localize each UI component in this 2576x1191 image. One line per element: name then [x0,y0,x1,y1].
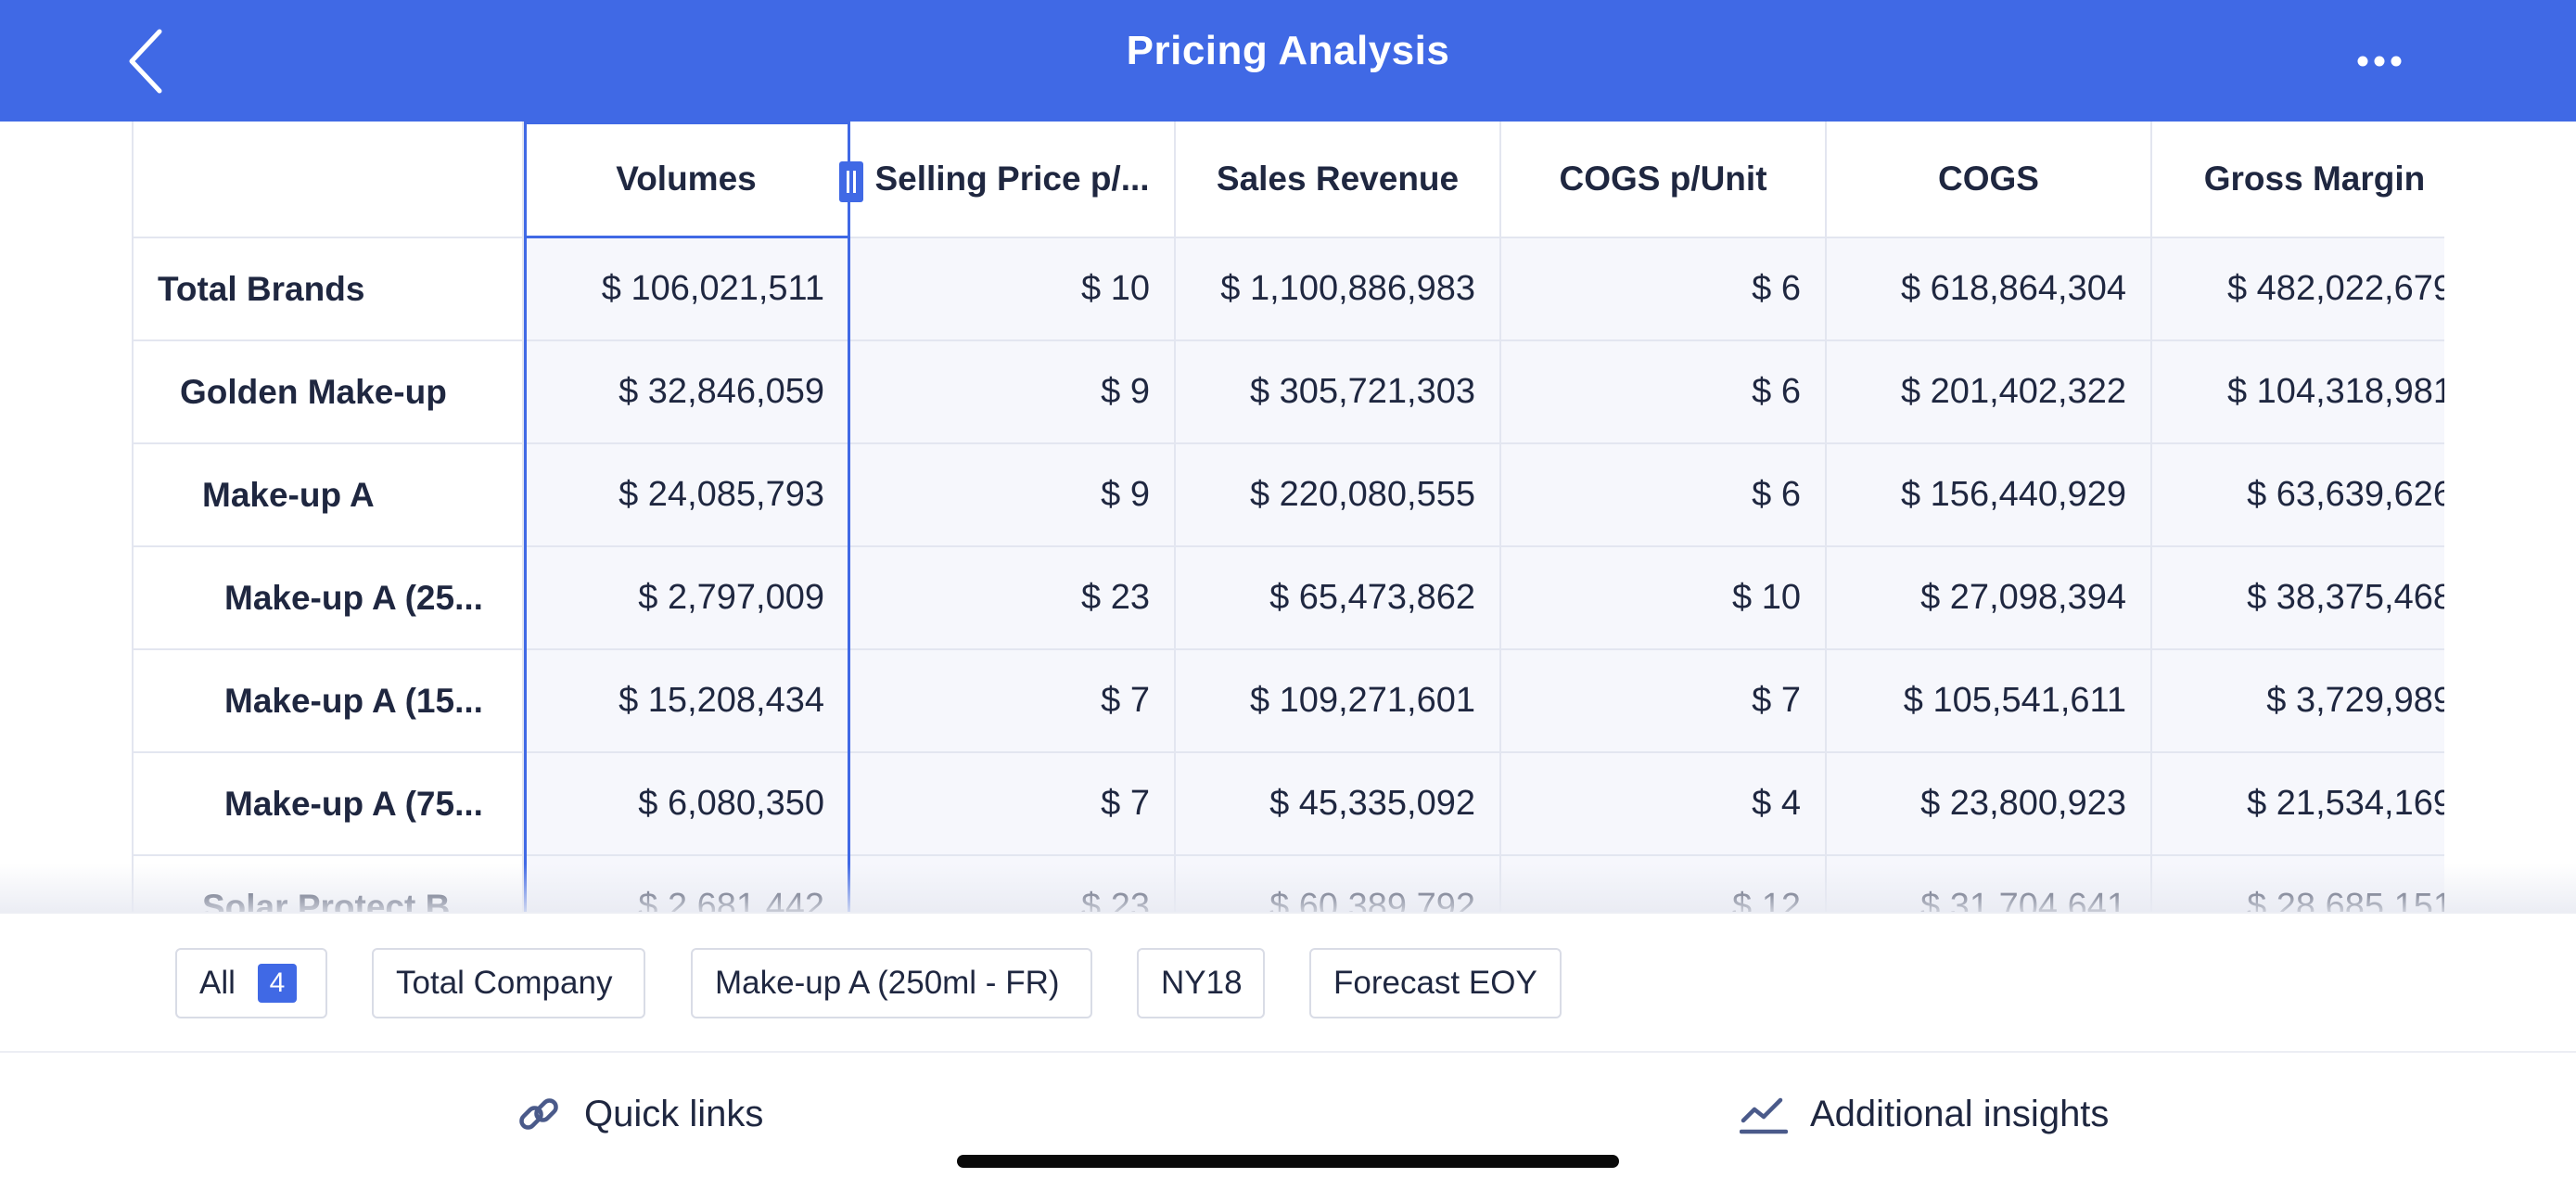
row-label[interactable]: Make-up A (25... [132,547,524,650]
table-row[interactable]: Make-up A $ 24,085,793 $ 9 $ 220,080,555 $ 6… [132,444,2444,547]
table-row[interactable]: Total Brands $ 106,021,511 $ 10 $ 1,100,886… [132,238,2444,341]
table-cell[interactable]: $ 220,080,555 [1176,444,1501,547]
table-cell[interactable]: $ 31,704,641 [1827,856,2152,912]
table-row[interactable]: Make-up A (25... $ 2,797,009 $ 23 $ 65,473,… [132,547,2444,650]
table-row[interactable]: Make-up A (15... $ 15,208,434 $ 7 $ 109,271… [132,650,2444,753]
row-label[interactable]: Solar Protect B [132,856,524,912]
table-cell[interactable]: $ 65,473,862 [1176,547,1501,650]
table-cell[interactable]: $ 106,021,511 [524,238,850,341]
table-cell[interactable]: $ 7 [850,650,1176,753]
table-cell[interactable]: $ 27,098,394 [1827,547,2152,650]
table-row[interactable]: Golden Make-up $ 32,846,059 $ 9 $ 305,721,3… [132,341,2444,444]
quick-links-label: Quick links [584,1093,764,1134]
table-cell[interactable]: $ 618,864,304 [1827,238,2152,341]
table-cell[interactable]: $ 10 [1501,547,1827,650]
table-cell[interactable]: $ 1,100,886,983 [1176,238,1501,341]
table-cell[interactable]: $ 109,271,601 [1176,650,1501,753]
filter-chip-label: All [199,965,236,1001]
table-cell[interactable]: $ 24,085,793 [524,444,850,547]
column-header[interactable]: Sales Revenue [1176,122,1501,238]
filter-count-badge: 4 [257,964,297,1003]
filter-chip-product[interactable]: Make-up A (250ml - FR) [691,948,1092,1018]
table-grid: Volumes Selling Price p/... Sales Revenue C… [132,122,2444,912]
table-cell[interactable]: $ 12 [1501,856,1827,912]
table-cell[interactable]: $ 6 [1501,341,1827,444]
chevron-left-icon [129,29,162,94]
table-cell[interactable]: $ 38,375,468 [2152,547,2444,650]
row-label[interactable]: Golden Make-up [132,341,524,444]
filter-chip-all[interactable]: All 4 [175,948,327,1018]
table-cell[interactable]: $ 10 [850,238,1176,341]
filter-bar: All 4 Total Company Make-up A (250ml - F… [0,912,2576,1053]
row-label[interactable]: Make-up A [132,444,524,547]
table-header-row: Volumes Selling Price p/... Sales Revenue C… [132,122,2444,238]
table-cell[interactable]: $ 32,846,059 [524,341,850,444]
column-resize-handle[interactable] [839,161,863,202]
table-cell[interactable]: $ 9 [850,341,1176,444]
table-cell[interactable]: $ 4 [1501,753,1827,856]
bottom-bar: Quick links Additional insights [0,1053,2576,1191]
row-label[interactable]: Make-up A (75... [132,753,524,856]
table-cell[interactable]: $ 7 [1501,650,1827,753]
back-button[interactable] [119,26,174,96]
table-cell[interactable]: $ 28,685,151 [2152,856,2444,912]
app-header: Pricing Analysis [0,0,2576,122]
table-cell[interactable]: $ 3,729,989 [2152,650,2444,753]
more-horizontal-icon [2357,56,2402,67]
column-header[interactable]: COGS p/Unit [1501,122,1827,238]
table-header-corner [132,122,524,238]
filter-chip-total-company[interactable]: Total Company [372,948,645,1018]
home-indicator [957,1155,1619,1168]
column-header[interactable]: Selling Price p/... [850,122,1176,238]
column-header[interactable]: Gross Margin [2152,122,2444,238]
filter-chip-year[interactable]: NY18 [1137,948,1265,1018]
table-cell[interactable]: $ 6 [1501,238,1827,341]
row-label[interactable]: Total Brands [132,238,524,341]
filter-chip-label: NY18 [1161,965,1243,1001]
more-button[interactable] [2353,48,2405,74]
table-row[interactable]: Solar Protect B $ 2,681,442 $ 23 $ 60,389,7… [132,856,2444,912]
table-cell[interactable]: $ 63,639,626 [2152,444,2444,547]
table-cell[interactable]: $ 156,440,929 [1827,444,2152,547]
table-cell[interactable]: $ 6 [1501,444,1827,547]
table-cell[interactable]: $ 9 [850,444,1176,547]
table-cell[interactable]: $ 21,534,169 [2152,753,2444,856]
table-cell[interactable]: $ 104,318,981 [2152,341,2444,444]
column-header[interactable]: Volumes [524,122,850,238]
link-icon [519,1098,558,1130]
table-cell[interactable]: $ 6,080,350 [524,753,850,856]
column-header[interactable]: COGS [1827,122,2152,238]
filter-chip-label: Make-up A (250ml - FR) [715,965,1060,1001]
quick-links-button[interactable]: Quick links [516,1086,763,1142]
table-cell[interactable]: $ 60,389,792 [1176,856,1501,912]
filter-chip-scenario[interactable]: Forecast EOY [1309,948,1562,1018]
table-cell[interactable]: $ 23 [850,856,1176,912]
table-cell[interactable]: $ 45,335,092 [1176,753,1501,856]
table-cell[interactable]: $ 2,797,009 [524,547,850,650]
page-title: Pricing Analysis [1126,28,1450,73]
table-cell[interactable]: $ 2,681,442 [524,856,850,912]
table-cell[interactable]: $ 305,721,303 [1176,341,1501,444]
table-cell[interactable]: $ 7 [850,753,1176,856]
trend-line-icon [1740,1097,1788,1134]
additional-insights-button[interactable]: Additional insights [1740,1086,2109,1142]
table-cell[interactable]: $ 23,800,923 [1827,753,2152,856]
filter-chip-label: Forecast EOY [1333,965,1537,1001]
table-cell[interactable]: $ 105,541,611 [1827,650,2152,753]
additional-insights-label: Additional insights [1810,1093,2110,1134]
filter-chip-label: Total Company [396,965,613,1001]
table-cell[interactable]: $ 201,402,322 [1827,341,2152,444]
pricing-table: Volumes Selling Price p/... Sales Revenue C… [0,122,2576,912]
row-label[interactable]: Make-up A (15... [132,650,524,753]
table-row[interactable]: Make-up A (75... $ 6,080,350 $ 7 $ 45,335,0… [132,753,2444,856]
table-cell[interactable]: $ 482,022,679 [2152,238,2444,341]
table-cell[interactable]: $ 23 [850,547,1176,650]
table-cell[interactable]: $ 15,208,434 [524,650,850,753]
